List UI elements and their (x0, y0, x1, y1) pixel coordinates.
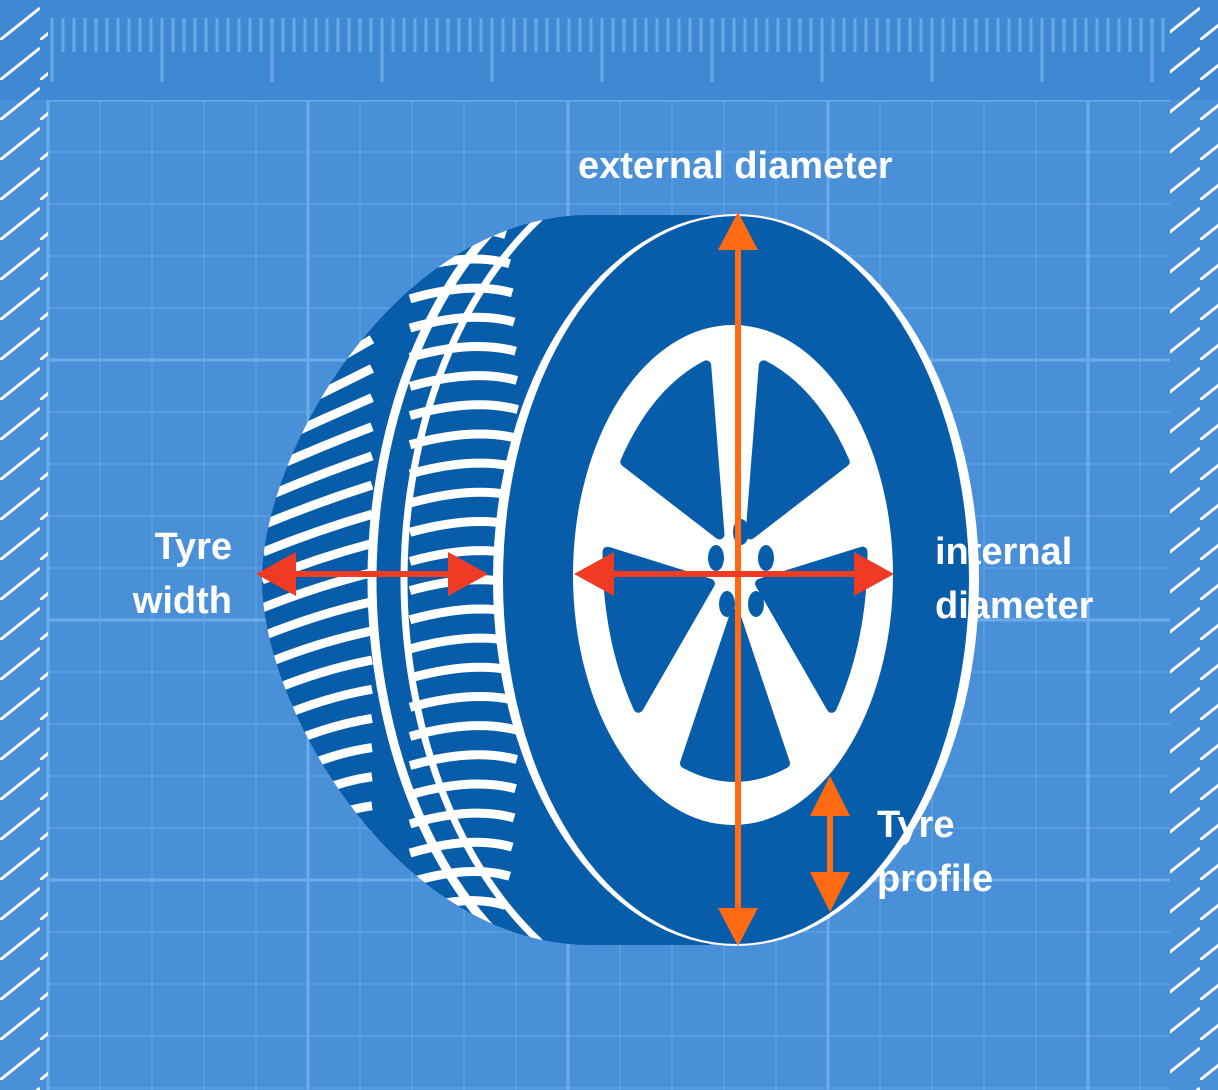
tyre-width-arrow (256, 552, 488, 596)
tyre-profile-label-line2: profile (877, 858, 994, 900)
internal-diameter-label-line1: internal (935, 531, 1073, 573)
tyre-width-label: Tyre width (130, 520, 232, 628)
internal-diameter-arrow (574, 552, 894, 596)
left-hatch-border (0, 0, 48, 1090)
internal-diameter-label: internal diameter (935, 525, 1093, 633)
ruler-strip (0, 0, 1218, 100)
internal-diameter-label-line2: diameter (935, 585, 1094, 627)
ruler-ticks (50, 18, 1165, 82)
right-hatch-border (1170, 0, 1218, 1090)
rim-spoke-windows (602, 360, 868, 782)
tyre-width-label-line2: width (132, 580, 232, 622)
external-diameter-arrow (718, 212, 758, 946)
external-diameter-label: external diameter (578, 145, 893, 187)
tyre-profile-label: Tyre profile (877, 798, 993, 906)
tyre-width-label-line1: Tyre (154, 526, 232, 568)
tyre-profile-arrow (810, 776, 850, 912)
tyre-profile-label-line1: Tyre (877, 804, 955, 846)
